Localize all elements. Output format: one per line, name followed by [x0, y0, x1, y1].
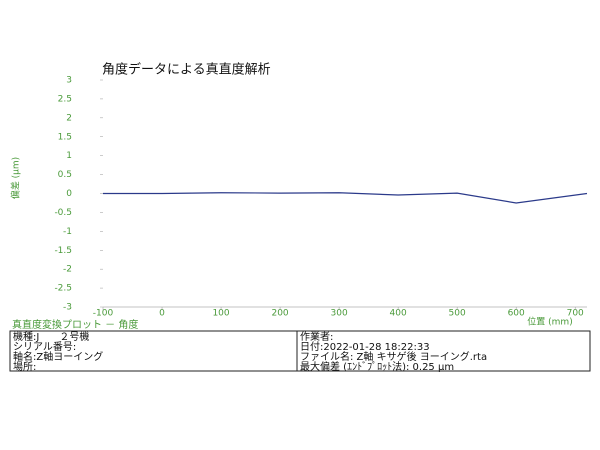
x-tick-label: 700	[567, 309, 584, 319]
y-tick-label: 1.5	[58, 132, 72, 142]
x-tick-label: 0	[159, 309, 165, 319]
y-tick-label: 3	[66, 76, 72, 86]
y-axis-label: 偏差 (μm)	[10, 157, 22, 199]
x-tick-label: 200	[271, 309, 288, 319]
y-tick-label: 0	[66, 189, 72, 199]
chart-title: 角度データによる真直度解析	[102, 62, 271, 78]
y-tick-label: -1	[63, 227, 72, 237]
y-tick-label: 1	[66, 151, 72, 161]
y-tick-label: 2	[66, 113, 72, 123]
info-left: 軸名:Z軸ヨーイング	[13, 350, 103, 363]
info-left: シリアル番号:	[13, 341, 76, 353]
y-tick-label: -2.5	[54, 284, 72, 294]
y-tick-label: -2	[63, 265, 72, 275]
x-tick-label: 300	[331, 309, 348, 319]
x-tick-label: 600	[508, 309, 525, 319]
info-right: ファイル名: Z軸 キサゲ後 ヨーイング.rta	[300, 350, 487, 363]
y-tick-label: -0.5	[54, 208, 72, 218]
x-tick-label: 500	[449, 309, 466, 319]
y-tick-label: -3	[63, 303, 72, 313]
info-right: 作業者:	[300, 330, 333, 343]
info-left: 場所:	[13, 360, 36, 373]
y-tick-label: -1.5	[54, 246, 72, 256]
info-caption: 真直度変換プロット － 角度	[12, 318, 138, 331]
y-tick-label: 0.5	[58, 170, 72, 180]
info-box	[9, 330, 591, 372]
data-line	[103, 192, 588, 204]
y-tick-label: 2.5	[58, 94, 72, 104]
info-right: 日付:2022-01-28 18:22:33	[300, 340, 430, 353]
x-tick-label: -100	[93, 309, 114, 319]
x-tick-label: 100	[212, 309, 229, 319]
info-left: 機種:J ２号機	[13, 330, 89, 343]
x-tick-label: 400	[390, 309, 407, 319]
info-right: 最大偏差 (ｴﾝﾄﾞﾌﾟﾛｯﾄ法): 0.25 μm	[300, 360, 454, 373]
x-axis-label: 位置 (mm)	[527, 316, 572, 328]
